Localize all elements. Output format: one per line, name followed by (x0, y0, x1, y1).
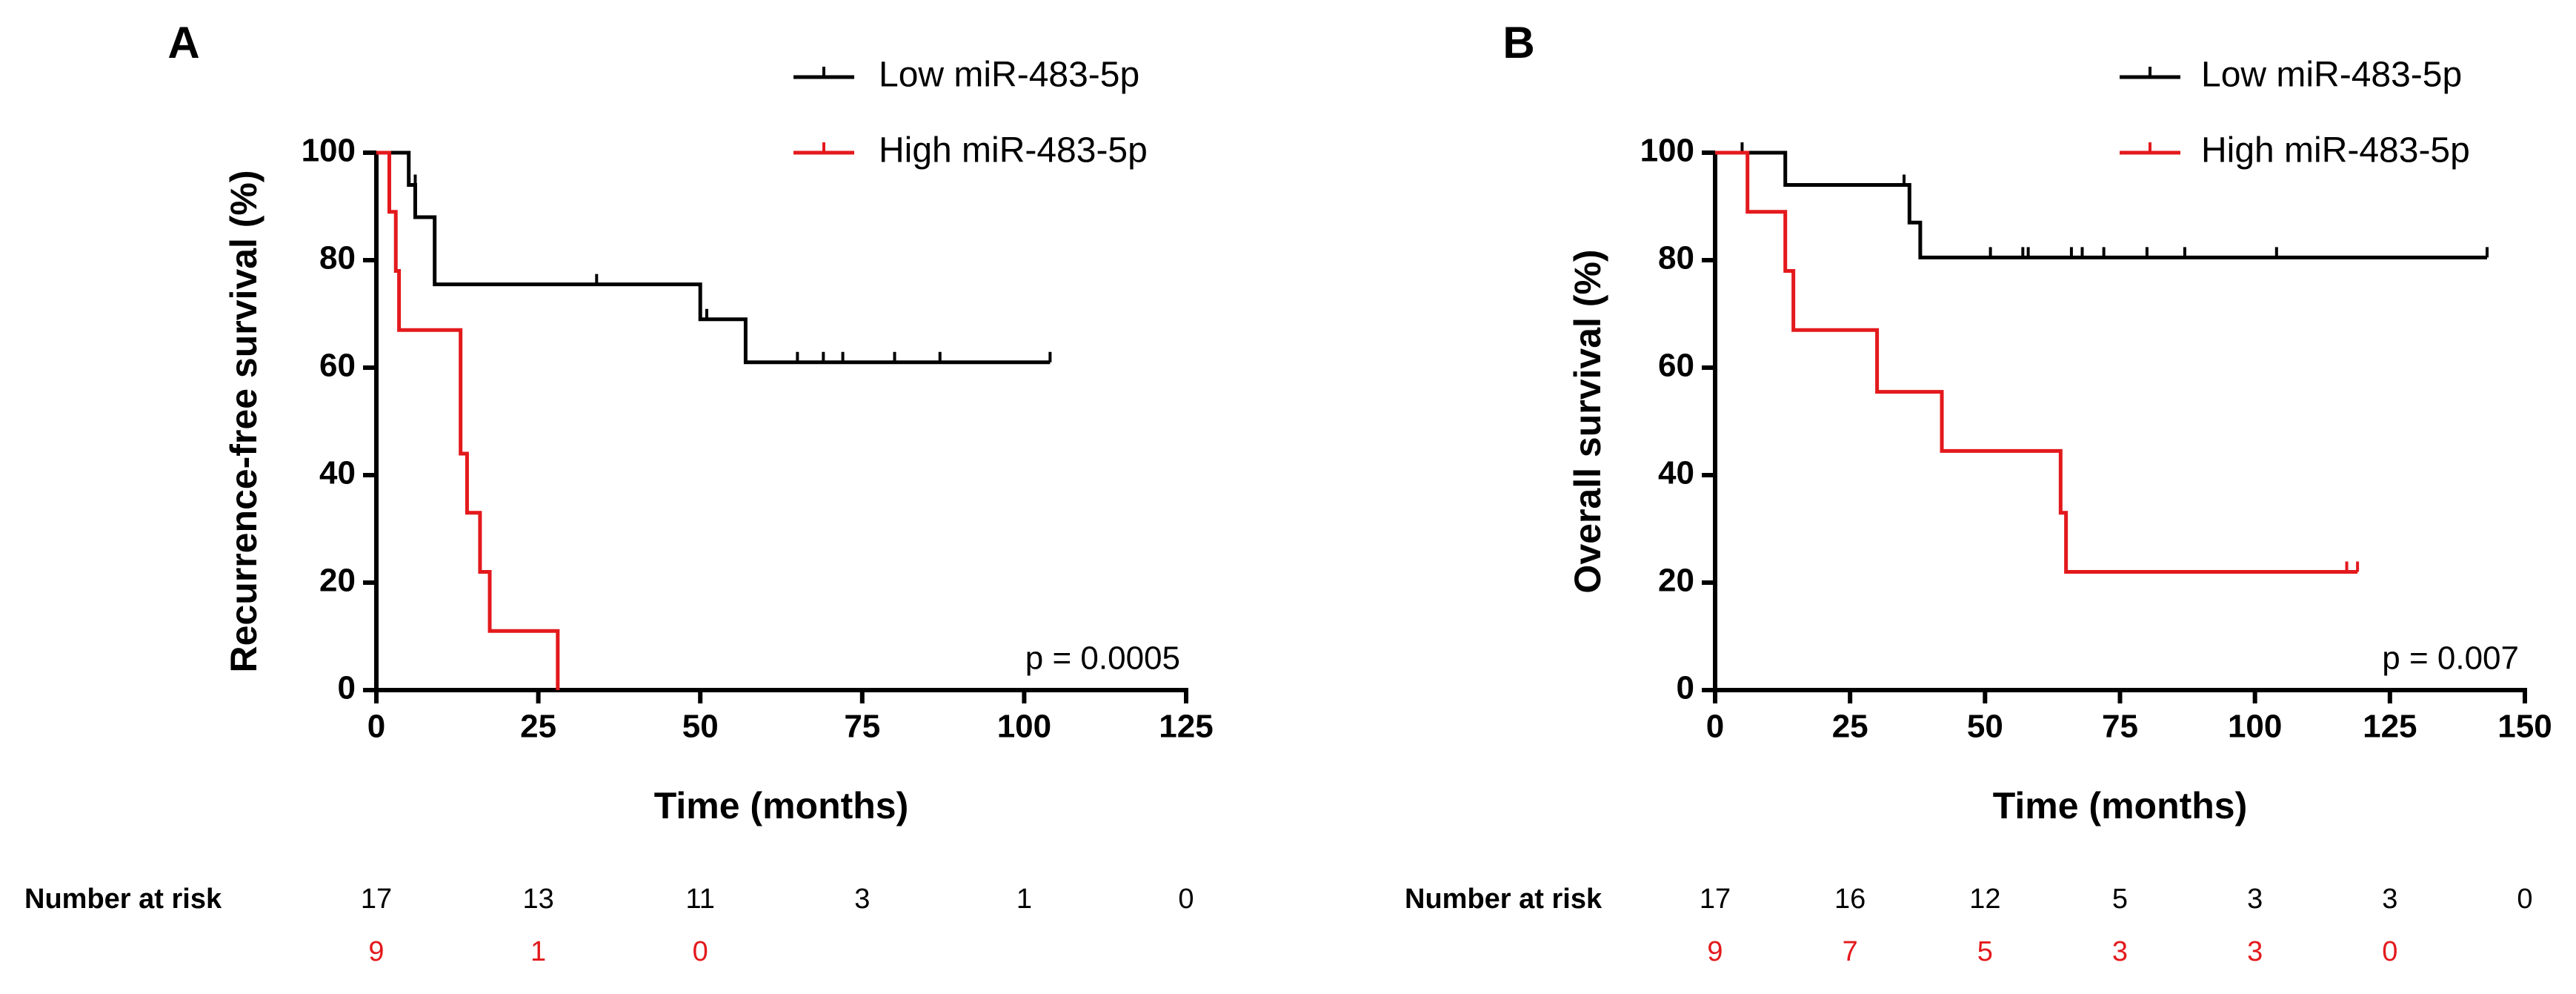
x-tick-label: 25 (520, 709, 556, 745)
risk-count: 1 (1016, 884, 1032, 915)
y-tick-label: 100 (1640, 133, 1694, 169)
y-tick-label: 100 (302, 133, 356, 169)
y-tick-label: 40 (319, 455, 356, 491)
risk-count: 17 (1700, 884, 1731, 915)
x-tick-label: 125 (1159, 709, 1213, 745)
risk-count: 0 (1178, 884, 1194, 915)
y-tick-label: 60 (319, 348, 356, 384)
y-axis-label: Overall survival (%) (1567, 249, 1608, 593)
x-tick-label: 100 (997, 709, 1051, 745)
legend-label: Low miR-483-5p (2201, 56, 2462, 95)
x-tick-label: 0 (367, 709, 385, 745)
x-tick-label: 50 (682, 709, 719, 745)
y-tick-label: 80 (1658, 240, 1694, 276)
x-axis-label: Time (months) (1993, 785, 2248, 826)
survival-curve (1715, 150, 2358, 574)
x-tick-label: 50 (1967, 709, 2003, 745)
risk-count: 0 (693, 936, 708, 967)
risk-count: 3 (2382, 884, 2397, 915)
x-tick-label: 150 (2497, 709, 2552, 745)
x-tick-label: 75 (2102, 709, 2138, 745)
x-tick-label: 125 (2363, 709, 2417, 745)
x-axis-label: Time (months) (654, 785, 909, 826)
panel-label: A (167, 18, 199, 67)
y-tick-label: 60 (1658, 348, 1694, 384)
y-axis-label: Recurrence-free survival (%) (223, 170, 264, 672)
y-tick-label: 40 (1658, 455, 1694, 491)
x-tick-label: 100 (2228, 709, 2282, 745)
legend-label: High miR-483-5p (2201, 131, 2470, 170)
risk-count: 1 (530, 936, 546, 967)
survival-curve (1715, 150, 2487, 259)
risk-count: 3 (854, 884, 870, 915)
x-tick-label: 0 (1706, 709, 1724, 745)
y-tick-label: 0 (338, 670, 356, 706)
survival-curve (376, 150, 1051, 365)
y-tick-label: 20 (319, 563, 356, 599)
risk-count: 5 (1977, 936, 1993, 967)
risk-label: Number at risk (24, 884, 222, 915)
risk-count: 5 (2112, 884, 2128, 915)
risk-count: 0 (2517, 884, 2532, 915)
legend-label: High miR-483-5p (879, 131, 1148, 170)
y-tick-label: 80 (319, 240, 356, 276)
risk-count: 3 (2247, 936, 2263, 967)
risk-count: 3 (2247, 884, 2263, 915)
x-tick-label: 75 (844, 709, 880, 745)
y-tick-label: 0 (1677, 670, 1694, 706)
panel-label: B (1502, 18, 1534, 67)
p-value: p = 0.0005 (1025, 640, 1180, 677)
x-tick-label: 25 (1832, 709, 1868, 745)
risk-label: Number at risk (1405, 884, 1602, 915)
risk-count: 13 (522, 884, 553, 915)
risk-count: 11 (685, 884, 714, 915)
risk-count: 9 (368, 936, 384, 967)
risk-count: 3 (2112, 936, 2128, 967)
legend-label: Low miR-483-5p (879, 56, 1139, 95)
risk-count: 0 (2382, 936, 2397, 967)
risk-count: 9 (1707, 936, 1723, 967)
risk-count: 17 (361, 884, 392, 915)
risk-count: 12 (1969, 884, 2000, 915)
y-tick-label: 20 (1658, 563, 1694, 599)
risk-count: 7 (1843, 936, 1858, 967)
risk-count: 16 (1834, 884, 1866, 915)
p-value: p = 0.007 (2382, 640, 2519, 677)
survival-curve (376, 150, 560, 690)
